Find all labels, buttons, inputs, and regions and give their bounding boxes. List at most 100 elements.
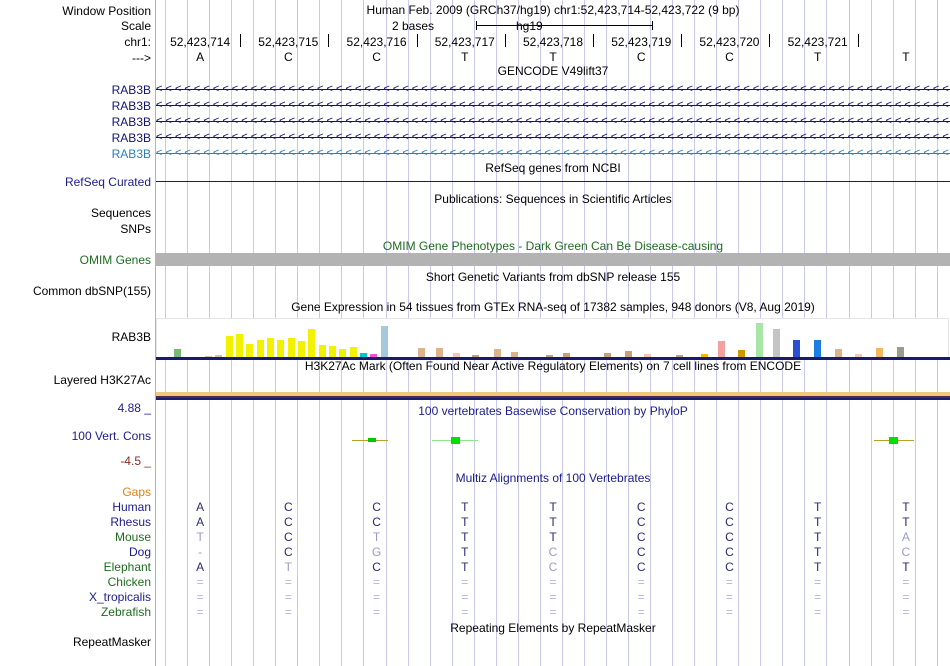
gtex-tissue-bar[interactable] [287, 338, 295, 357]
gtex-tissue-bar[interactable] [359, 353, 367, 357]
alignment-base: C [636, 560, 646, 574]
gtex-tissue-bar[interactable] [511, 352, 519, 357]
label-gene-row-3[interactable]: RAB3B [111, 131, 151, 145]
gtex-tissue-bar[interactable] [624, 351, 632, 357]
label-gene-row-1[interactable]: RAB3B [111, 99, 151, 113]
label-species-dog[interactable]: Dog [128, 545, 151, 559]
label-data-divider [155, 0, 156, 666]
gtex-tissue-bar[interactable] [452, 353, 460, 357]
label-species-rhesus[interactable]: Rhesus [110, 515, 151, 529]
gtex-tissue-bar[interactable] [277, 339, 285, 357]
label-species-mouse[interactable]: Mouse [114, 530, 151, 544]
label-omim-genes[interactable]: OMIM Genes [79, 253, 151, 267]
gencode-gene-row[interactable]: <<<<<<<<<<<<<<<<<<<<<<<<<<<<<<<<<<<<<<<<… [156, 147, 950, 160]
gtex-tissue-bar[interactable] [174, 349, 182, 357]
alignment-base: = [725, 590, 733, 604]
gencode-gene-row[interactable]: <<<<<<<<<<<<<<<<<<<<<<<<<<<<<<<<<<<<<<<<… [156, 131, 950, 144]
alignment-row[interactable]: = = = = = = = = = [156, 575, 950, 590]
alignment-base: = [902, 605, 910, 619]
label-species-x-tropicalis[interactable]: X_tropicalis [88, 590, 151, 604]
label-gene-row-0[interactable]: RAB3B [111, 83, 151, 97]
conservation-mark[interactable] [889, 437, 898, 444]
gtex-title: Gene Expression in 54 tissues from GTEx … [291, 300, 815, 314]
gtex-tissue-bar[interactable] [380, 325, 388, 357]
gtex-tissue-bar[interactable] [308, 328, 316, 357]
label-refseq-curated[interactable]: RefSeq Curated [64, 175, 151, 189]
gtex-tissue-bar[interactable] [855, 354, 863, 357]
gtex-tissue-bar[interactable] [225, 336, 233, 357]
gtex-tissue-bar[interactable] [676, 355, 684, 357]
gtex-tissue-bar[interactable] [339, 349, 347, 357]
gtex-tissue-bar[interactable] [755, 322, 763, 357]
gtex-tissue-bar[interactable] [700, 354, 708, 357]
label-species-zebrafish[interactable]: Zebrafish [100, 605, 151, 619]
label-species-human[interactable]: Human [112, 500, 151, 514]
gtex-tissue-bar[interactable] [471, 355, 479, 357]
alignment-row[interactable]: = = = = = = = = = [156, 605, 950, 620]
gtex-tissue-bar[interactable] [814, 339, 822, 357]
alignment-row[interactable]: = = = = = = = = = [156, 590, 950, 605]
gtex-tissue-bar[interactable] [834, 349, 842, 357]
omim-gene-bar[interactable] [156, 253, 950, 266]
label-gtex-gene[interactable]: RAB3B [111, 330, 151, 344]
gtex-baseline [156, 357, 950, 360]
gtex-tissue-bar[interactable] [329, 345, 336, 357]
gtex-tissue-bar[interactable] [545, 355, 553, 357]
alignment-base: = [549, 605, 557, 619]
gtex-tissue-bar[interactable] [896, 346, 904, 357]
label-common-dbsnp[interactable]: Common dbSNP(155) [32, 284, 151, 298]
gtex-tissue-bar[interactable] [246, 343, 254, 357]
gtex-tissue-bar[interactable] [717, 340, 725, 357]
gtex-tissue-bar[interactable] [494, 349, 502, 357]
gtex-tissue-bar[interactable] [370, 354, 378, 357]
gtex-expression-chart[interactable] [156, 318, 949, 358]
gtex-tissue-bar[interactable] [772, 328, 780, 357]
gtex-tissue-bar[interactable] [318, 344, 326, 357]
gtex-tissue-bar[interactable] [604, 353, 612, 357]
gene-intron-line [156, 153, 950, 154]
gtex-tissue-bar[interactable] [562, 353, 570, 357]
gencode-gene-row[interactable]: <<<<<<<<<<<<<<<<<<<<<<<<<<<<<<<<<<<<<<<<… [156, 83, 950, 96]
label-cons-track[interactable]: 100 Vert. Cons [71, 429, 151, 443]
omim-title: OMIM Gene Phenotypes - Dark Green Can Be… [382, 239, 724, 253]
gtex-tissue-bar[interactable] [267, 338, 275, 357]
refseq-curated-line[interactable] [156, 181, 950, 182]
gtex-tissue-bar[interactable] [205, 356, 213, 357]
reference-base: C [725, 50, 734, 64]
gtex-tissue-bar[interactable] [418, 347, 426, 357]
label-sequences[interactable]: Sequences [90, 206, 151, 220]
alignment-base: C [636, 530, 646, 544]
label-gene-row-4[interactable]: RAB3B [111, 147, 151, 161]
gtex-tissue-bar[interactable] [215, 355, 223, 357]
label-layered-h3k27ac[interactable]: Layered H3K27Ac [53, 373, 151, 387]
gtex-tissue-bar[interactable] [236, 334, 244, 357]
gtex-tissue-bar[interactable] [643, 354, 651, 357]
gencode-gene-row[interactable]: <<<<<<<<<<<<<<<<<<<<<<<<<<<<<<<<<<<<<<<<… [156, 99, 950, 112]
label-species-elephant[interactable]: Elephant [103, 560, 151, 574]
conservation-mark[interactable] [451, 437, 460, 444]
label-species-chicken[interactable]: Chicken [107, 575, 151, 589]
reference-base: T [902, 50, 910, 64]
gtex-tissue-bar[interactable] [793, 339, 801, 357]
label-repeatmasker[interactable]: RepeatMasker [72, 635, 151, 649]
label-snps[interactable]: SNPs [120, 222, 151, 236]
alignment-base: = [902, 590, 910, 604]
label-gene-row-2[interactable]: RAB3B [111, 115, 151, 129]
gtex-tissue-bar[interactable] [349, 346, 357, 357]
gtex-tissue-bar[interactable] [875, 347, 883, 357]
gtex-tissue-bar[interactable] [298, 340, 306, 357]
conservation-mark[interactable] [368, 438, 376, 442]
window-position-title: Human Feb. 2009 (GRCh37/hg19) chr1:52,42… [366, 3, 740, 17]
gtex-tissue-bar[interactable] [256, 339, 264, 357]
layered-h3k27ac-signal[interactable] [156, 392, 950, 400]
alignment-base: T [813, 530, 822, 544]
gencode-gene-row[interactable]: <<<<<<<<<<<<<<<<<<<<<<<<<<<<<<<<<<<<<<<<… [156, 115, 950, 128]
gtex-tissue-bar[interactable] [435, 347, 443, 357]
gtex-tissue-bar[interactable] [738, 350, 746, 357]
ruler-tick-label: 52,423,717 [434, 35, 495, 49]
